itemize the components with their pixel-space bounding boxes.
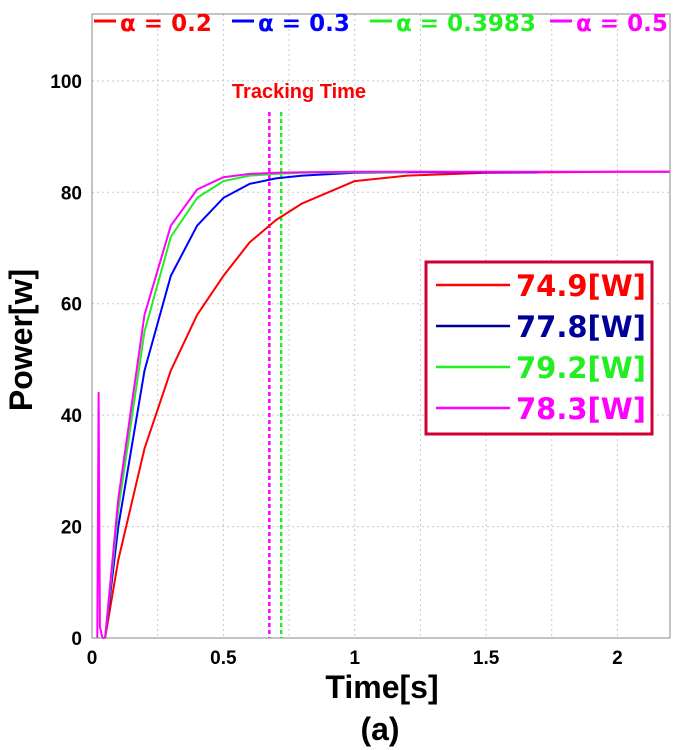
x-tick-label: 1 — [349, 648, 360, 669]
y-tick-labels: 0 20 40 60 80 100 — [50, 72, 82, 650]
x-tick-label: 1.5 — [473, 648, 500, 669]
annotation-tracking-time: Tracking Time — [232, 81, 366, 103]
x-tick-labels: 0 0.5 1 1.5 2 — [87, 648, 623, 669]
series-line-1 — [104, 170, 670, 639]
series-line-4 — [96, 170, 670, 639]
legend-box-label: 79.2[W] — [516, 351, 646, 385]
y-tick-label: 40 — [61, 406, 82, 427]
y-tick-label: 60 — [61, 295, 82, 316]
legend-box-items: 74.9[W] 77.8[W] 79.2[W] 78.3[W] — [436, 269, 646, 426]
plot-frame — [91, 13, 671, 639]
series-lines — [96, 170, 670, 639]
legend-top-label: α = 0.3 — [258, 11, 350, 37]
x-tick-label: 2 — [612, 648, 623, 669]
legend-top-label: α = 0.5 — [576, 11, 668, 37]
figure-caption: (a) — [360, 711, 399, 747]
y-tick-label: 0 — [71, 629, 82, 650]
y-tick-label: 20 — [61, 518, 82, 539]
tracking-time-lines — [268, 112, 283, 638]
legend-top-label: α = 0.3983 — [396, 11, 536, 37]
legend-top: α = 0.2 α = 0.3 α = 0.3983 α = 0.5 — [94, 11, 668, 37]
legend-top-label: α = 0.2 — [120, 11, 212, 37]
x-tick-label: 0.5 — [210, 648, 237, 669]
y-tick-label: 100 — [50, 72, 82, 93]
legend-box-label: 77.8[W] — [516, 310, 646, 344]
y-tick-label: 80 — [61, 183, 82, 204]
x-axis-label: Time[s] — [325, 669, 438, 705]
series-line-3 — [104, 171, 408, 639]
y-axis-label: Power[w] — [3, 269, 39, 411]
legend-box — [424, 260, 654, 436]
legend-box-label: 78.3[W] — [516, 392, 646, 426]
x-tick-label: 0 — [87, 648, 98, 669]
legend-box-label: 74.9[W] — [516, 269, 646, 303]
